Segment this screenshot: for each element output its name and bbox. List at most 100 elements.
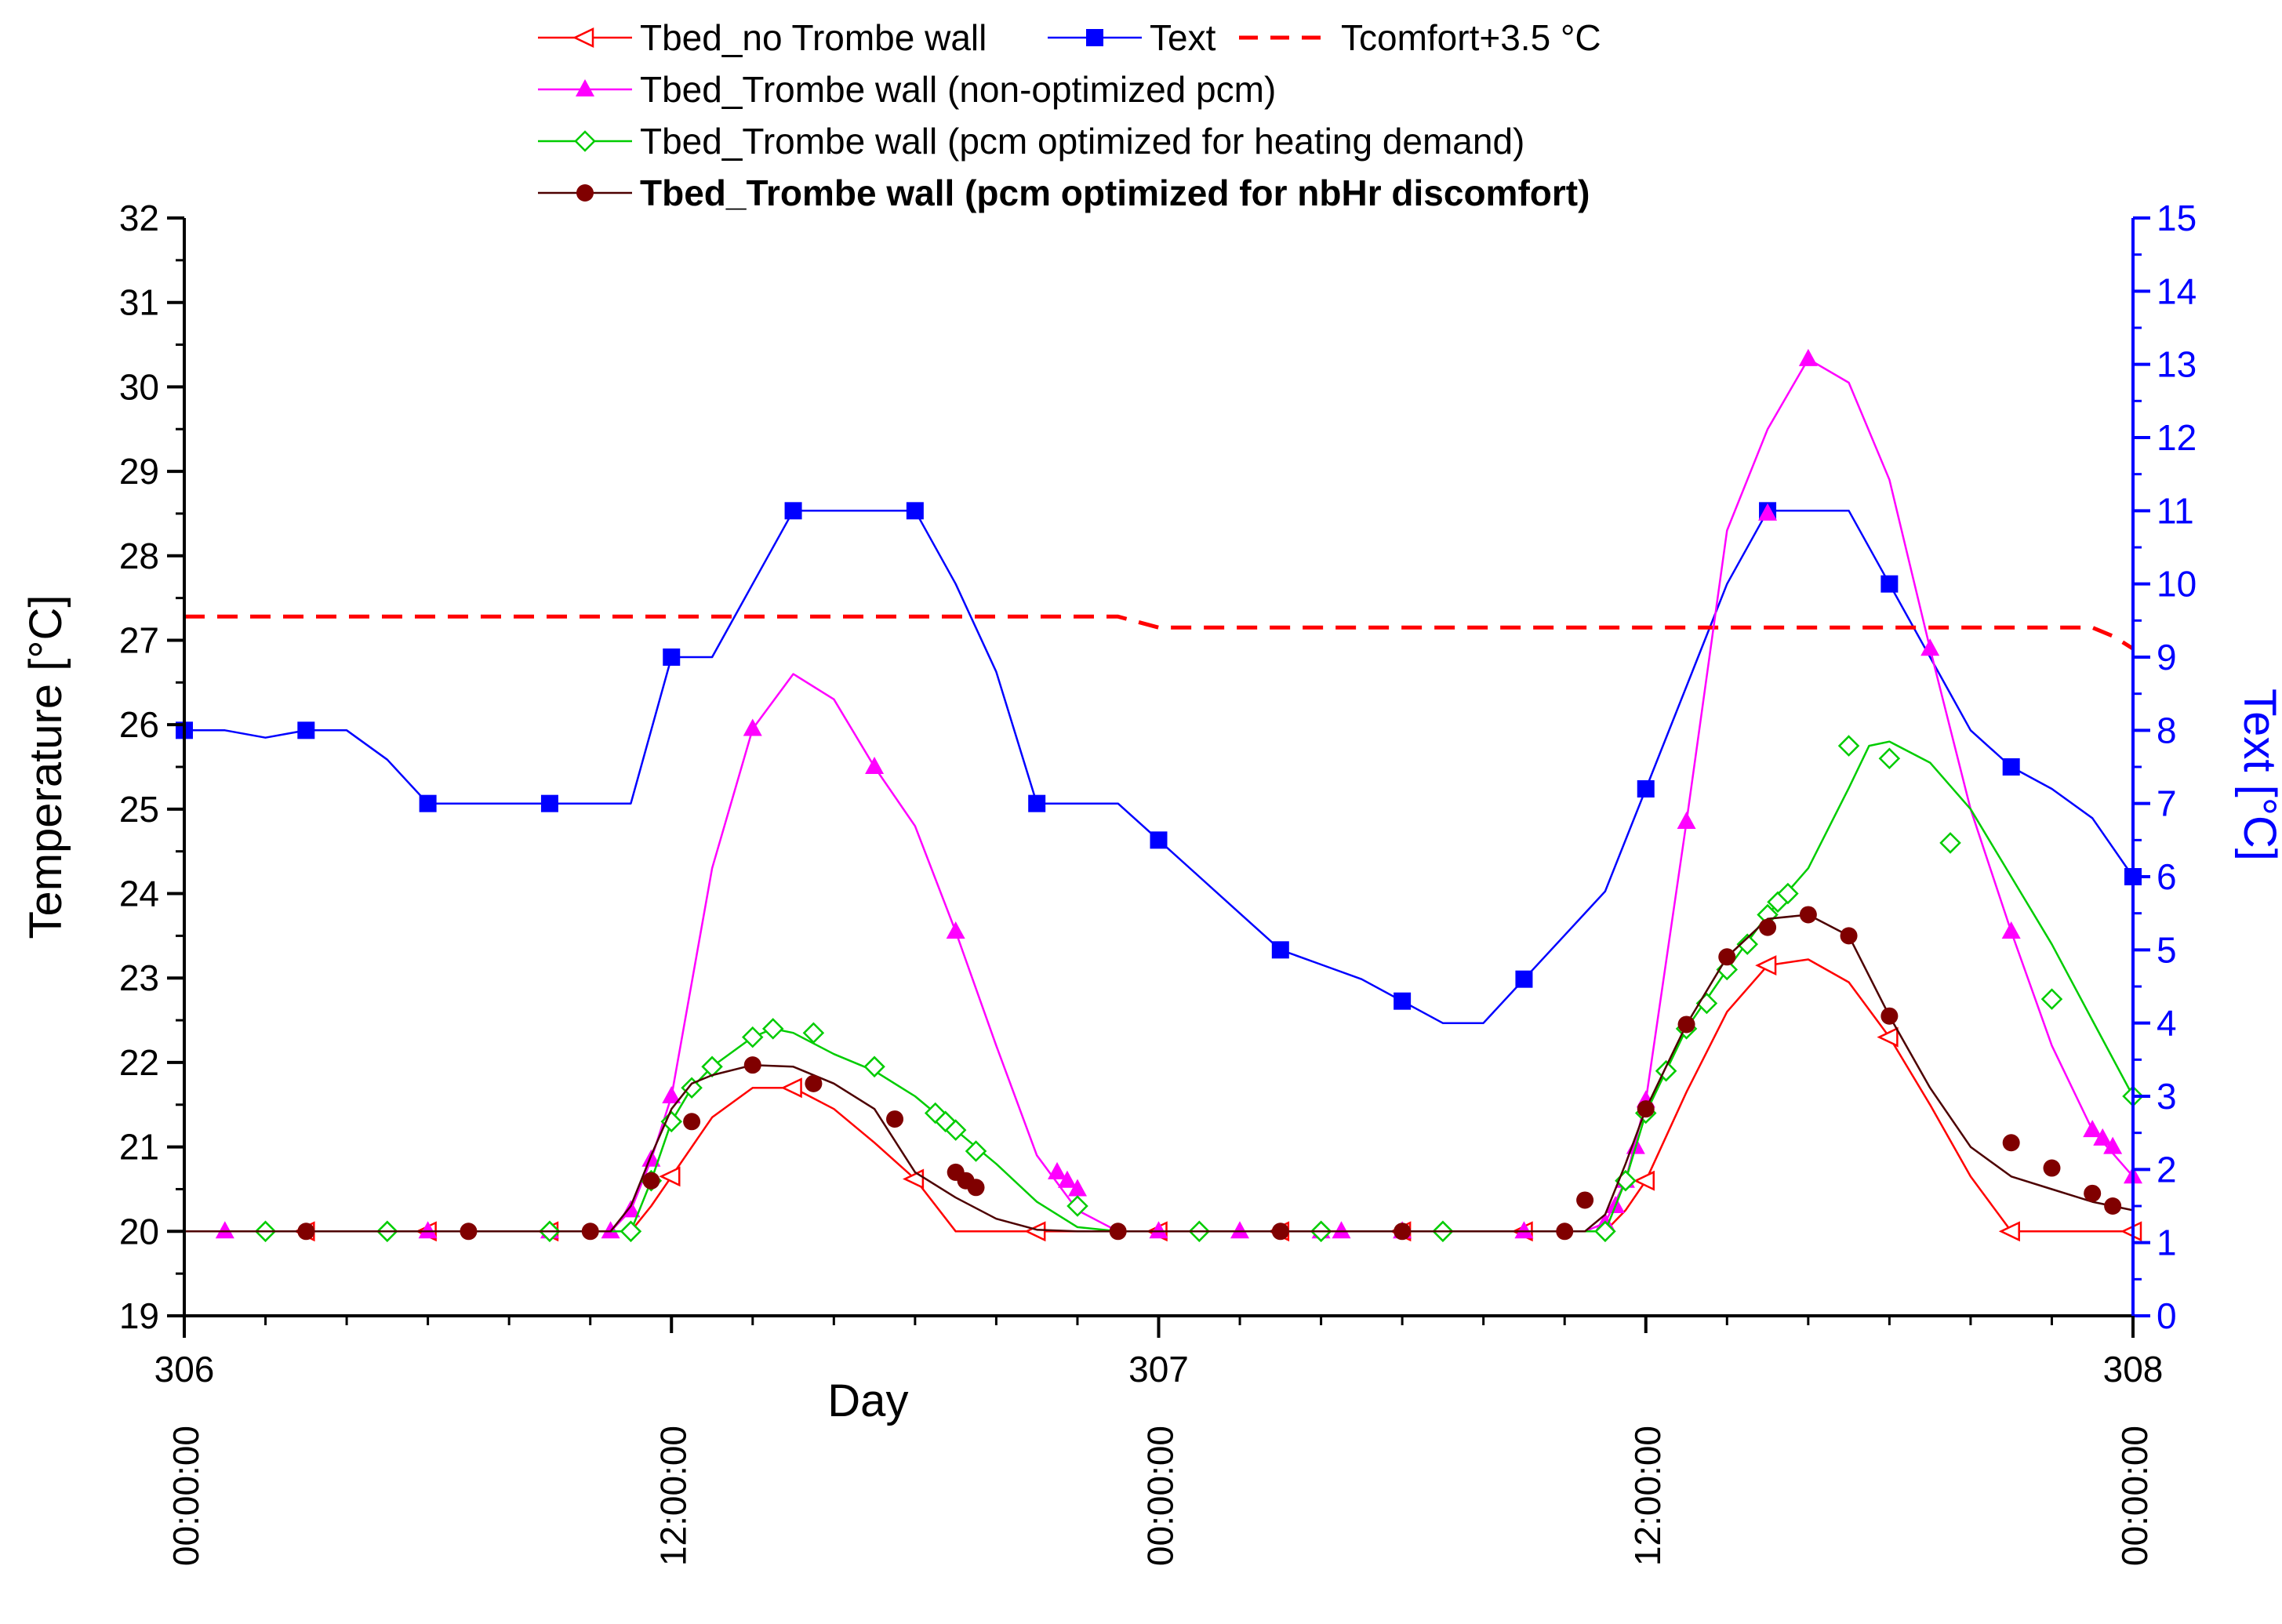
series-layer [176,348,2144,1243]
y2-tick-label: 15 [2157,198,2197,238]
data-point-text [1150,831,1168,849]
data-point-non_optimized [865,757,885,774]
data-point-nbhr_opt [642,1172,660,1190]
legend-item-text: Text [1048,17,1216,58]
legend-item-nbhr_opt: Tbed_Trombe wall (pcm optimized for nbHr… [538,173,1590,213]
data-point-non_optimized [2093,1128,2113,1146]
y2-tick-label: 12 [2157,417,2197,458]
legend-label: Tbed_Trombe wall (pcm optimized for nbHr… [640,173,1590,213]
y2-axis-title: Text [°C] [2234,688,2282,861]
data-point-heating_opt [1067,1195,1088,1217]
data-point-non_optimized [1677,812,1696,829]
data-point-text [419,794,437,812]
legend-item-non_optimized: Tbed_Trombe wall (non-optimized pcm) [538,69,1276,110]
y-axis-title: Temperature [°C] [20,594,71,939]
x-tick-label: 307 [1128,1349,1189,1390]
data-point-nbhr_opt [2104,1197,2122,1215]
y-tick-label: 26 [119,704,159,745]
data-point-nbhr_opt [683,1113,701,1131]
y-tick-label: 24 [119,874,159,914]
data-point-text [2002,758,2020,776]
data-point-nbhr_opt [1759,918,1777,936]
data-point-heating_opt [1777,882,1799,905]
data-point-non_optimized [662,1086,681,1103]
data-point-nbhr_opt [1880,1007,1899,1025]
data-point-heating_opt [761,1018,784,1040]
y-tick-label: 30 [119,366,159,407]
y-tick-label: 29 [119,451,159,492]
data-point-nbhr_opt [1677,1015,1695,1034]
data-point-nbhr_opt [805,1074,823,1092]
data-point-text [663,649,681,666]
data-point-text [906,502,924,520]
data-point-nbhr_opt [1576,1191,1594,1209]
legend-label: Tcomfort+3.5 °C [1341,17,1601,58]
data-point-non_optimized [2001,921,2021,939]
data-point-no_trombe [1633,1170,1655,1191]
y2-tick-label: 6 [2157,856,2177,897]
data-point-non_optimized [1798,348,1818,366]
data-point-heating_opt [1939,832,1961,854]
legend-item-heating_opt: Tbed_Trombe wall (pcm optimized for heat… [538,121,1524,162]
data-point-text [1637,780,1655,797]
y-tick-label: 25 [119,789,159,830]
data-point-heating_opt [620,1220,642,1243]
y2-tick-label: 14 [2157,271,2197,311]
data-point-heating_opt [944,1119,967,1141]
y-tick-label: 27 [119,619,159,660]
y-tick-label: 22 [119,1042,159,1083]
data-point-non_optimized [2083,1120,2102,1138]
y2-tick-label: 9 [2157,637,2177,678]
data-point-nbhr_opt [967,1179,985,1197]
series-line-nbhr_opt [184,914,2134,1233]
y-tick-label: 19 [119,1295,159,1336]
data-point-nbhr_opt [581,1223,599,1241]
data-point-text [297,721,315,739]
x-tick-label: 306 [154,1349,215,1390]
data-point-no_trombe [1998,1221,2020,1242]
data-point-text [1394,992,1412,1010]
data-point-nbhr_opt [1637,1100,1655,1118]
y2-tick-label: 11 [2157,490,2194,531]
data-point-nbhr_opt [2002,1134,2020,1152]
data-point-heating_opt [660,1110,683,1133]
data-point-nbhr_opt [1109,1223,1127,1241]
y-tick-label: 31 [119,282,159,323]
data-point-nbhr_opt [886,1110,904,1128]
data-point-non_optimized [215,1221,234,1239]
y-tick-label: 23 [119,957,159,998]
legend-label: Tbed_Trombe wall (non-optimized pcm) [640,69,1276,110]
series-nbhr_opt [184,906,2134,1241]
x-time-label: 00:00:00 [2114,1426,2155,1566]
legend-swatch-marker [574,130,596,152]
legend-label: Tbed_Trombe wall (pcm optimized for heat… [640,121,1524,162]
data-point-heating_opt [1736,933,1758,955]
x-tick-label: 308 [2103,1349,2164,1390]
x-axis-title: Day [827,1375,908,1426]
data-point-text [1880,575,1899,593]
data-point-non_optimized [1230,1221,1250,1239]
legend-label: Text [1150,17,1216,58]
y2-tick-label: 5 [2157,929,2177,970]
x-time-label: 00:00:00 [165,1426,206,1566]
data-point-heating_opt [1594,1220,1616,1243]
data-point-non_optimized [743,718,762,736]
data-point-non_optimized [1067,1179,1087,1197]
legend-item-comfort: Tcomfort+3.5 °C [1239,17,1601,58]
y-tick-label: 32 [119,198,159,238]
data-point-non_optimized [1514,1221,1534,1239]
data-point-heating_opt [965,1140,987,1162]
data-point-no_trombe [1755,955,1777,976]
axes-layer: 1920212223242526272829303132012345678910… [20,198,2282,1566]
data-point-non_optimized [1149,1221,1168,1239]
data-point-nbhr_opt [1556,1223,1574,1241]
data-point-text [1271,941,1289,959]
data-point-no_trombe [659,1166,681,1187]
data-point-non_optimized [1920,638,1940,656]
data-point-heating_opt [2040,988,2063,1010]
x-time-label: 00:00:00 [1140,1426,1181,1566]
data-point-non_optimized [1057,1170,1077,1188]
y2-tick-label: 7 [2157,783,2177,824]
